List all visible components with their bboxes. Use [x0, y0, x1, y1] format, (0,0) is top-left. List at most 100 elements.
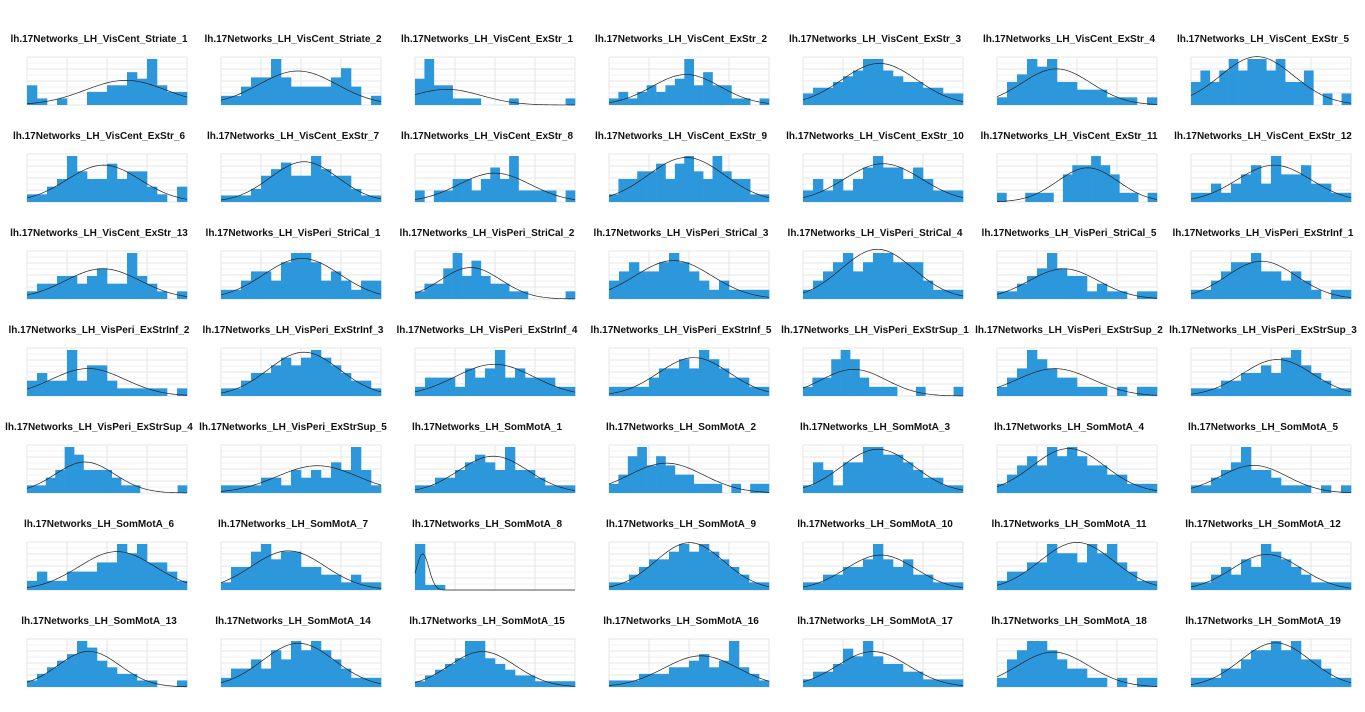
histogram-plot: [414, 153, 576, 203]
histogram-bar: [351, 289, 362, 299]
histogram-bar: [271, 365, 282, 396]
histogram-bar: [863, 59, 874, 105]
histogram-title: lh.17Networks_LH_VisCent_ExStr_4: [982, 34, 1156, 45]
histogram-bar: [1231, 262, 1242, 299]
density-curve: [608, 542, 770, 588]
histogram-panel: lh.17Networks_LH_VisCent_ExStr_9: [584, 97, 778, 203]
histogram-bar: [1057, 456, 1068, 493]
histogram-bar: [850, 359, 860, 396]
histogram-bar: [291, 551, 302, 590]
histogram-bar: [565, 190, 576, 202]
histogram-panel: lh.17Networks_LH_SomMotA_11: [972, 485, 1166, 591]
histogram-bar: [1037, 359, 1048, 396]
histogram-bar: [241, 86, 252, 105]
histogram-bar: [1117, 386, 1128, 396]
histogram-bar: [231, 195, 242, 202]
histogram-bar: [565, 681, 576, 687]
histogram-bar: [637, 91, 647, 105]
histogram-bar: [669, 667, 680, 687]
histogram-bar: [637, 447, 647, 493]
histogram-bar: [639, 567, 650, 590]
histogram-bar: [1221, 470, 1232, 493]
histogram-bar: [147, 562, 158, 590]
histogram-bar: [321, 169, 332, 202]
histogram-bar: [903, 179, 914, 202]
histogram-bar: [868, 386, 879, 396]
histogram-bar: [731, 483, 742, 493]
histogram-panel: lh.17Networks_LH_VisCent_ExStr_11: [972, 97, 1166, 203]
histogram-bar: [371, 388, 382, 396]
histogram-panel: lh.17Networks_LH_VisCent_ExStr_6: [2, 97, 196, 203]
histogram-bar: [609, 483, 619, 493]
histogram-bar: [609, 280, 620, 299]
histogram-bar: [823, 271, 834, 299]
histogram-bar: [433, 190, 444, 202]
histogram-bar: [351, 447, 362, 493]
histogram-panel: lh.17Networks_LH_SomMotA_9: [584, 485, 778, 591]
histogram-bar: [803, 289, 814, 299]
histogram-bar: [351, 86, 362, 105]
histogram-bar: [37, 571, 48, 590]
histogram-bar: [371, 582, 382, 590]
histogram-bar: [127, 171, 138, 202]
histogram-bar: [719, 280, 730, 299]
histogram-bar: [883, 167, 894, 202]
histogram-bar: [261, 175, 272, 202]
histogram-bar: [177, 291, 188, 299]
histogram-bar: [913, 671, 924, 687]
histogram-bar: [1301, 165, 1312, 202]
histogram-bar: [1251, 567, 1262, 590]
histogram-bar: [1341, 388, 1352, 396]
histogram-bar: [241, 195, 252, 202]
histogram-panel: lh.17Networks_LH_VisPeri_StriCal_4: [778, 194, 972, 300]
histogram-bar: [465, 641, 476, 687]
histogram-title: lh.17Networks_LH_SomMotA_15: [409, 616, 565, 627]
histogram-bar: [1097, 553, 1108, 590]
histogram-bar: [703, 483, 713, 493]
histogram-bar: [57, 660, 68, 687]
histogram-bar: [1109, 174, 1120, 202]
histogram-bar: [1211, 280, 1222, 299]
histogram-bar: [674, 474, 685, 493]
histogram-bar: [1321, 582, 1332, 590]
histogram-bar: [455, 658, 466, 687]
histogram-bar: [1062, 174, 1073, 202]
histogram-panel: lh.17Networks_LH_SomMotA_14: [196, 582, 390, 688]
histogram-bar: [719, 660, 730, 687]
histogram-bar: [1072, 165, 1082, 202]
histogram-bar: [341, 280, 352, 299]
histogram-bar: [1137, 677, 1148, 687]
histogram-bar: [893, 454, 904, 493]
histogram-bar: [415, 681, 426, 687]
histogram-panel: lh.17Networks_LH_SomMotA_3: [778, 388, 972, 494]
histogram-bar: [1341, 93, 1352, 105]
histogram-panel: lh.17Networks_LH_VisCent_Striate_2: [196, 0, 390, 106]
density-curve: [1190, 642, 1352, 685]
histogram-title: lh.17Networks_LH_VisCent_ExStr_8: [400, 131, 574, 142]
histogram-bar: [37, 673, 48, 687]
histogram-bar: [759, 386, 770, 396]
histogram-bar: [445, 377, 456, 396]
histogram-bar: [1291, 271, 1302, 299]
histogram-bar: [1247, 59, 1258, 105]
histogram-panel: lh.17Networks_LH_SomMotA_19: [1166, 582, 1360, 688]
histogram-bar: [301, 86, 312, 105]
histogram-title: lh.17Networks_LH_VisCent_ExStr_3: [788, 34, 962, 45]
histogram-bar: [281, 485, 292, 493]
histogram-bar: [1321, 668, 1332, 687]
density-curve: [26, 80, 188, 105]
histogram-bar: [1231, 462, 1242, 493]
histogram-bar: [1221, 192, 1232, 202]
histogram-bar: [878, 386, 888, 396]
density-curve: [26, 551, 188, 588]
histogram-bar: [509, 156, 519, 202]
histogram-bar: [509, 291, 519, 299]
histogram-bar: [565, 98, 576, 105]
histogram-bar: [887, 386, 898, 396]
histogram-bar: [1291, 174, 1302, 202]
histogram-bar: [525, 470, 536, 493]
histogram-bar: [231, 567, 242, 590]
histogram-bar: [709, 359, 720, 396]
histogram-bar: [873, 156, 884, 202]
histogram-bar: [933, 190, 944, 202]
